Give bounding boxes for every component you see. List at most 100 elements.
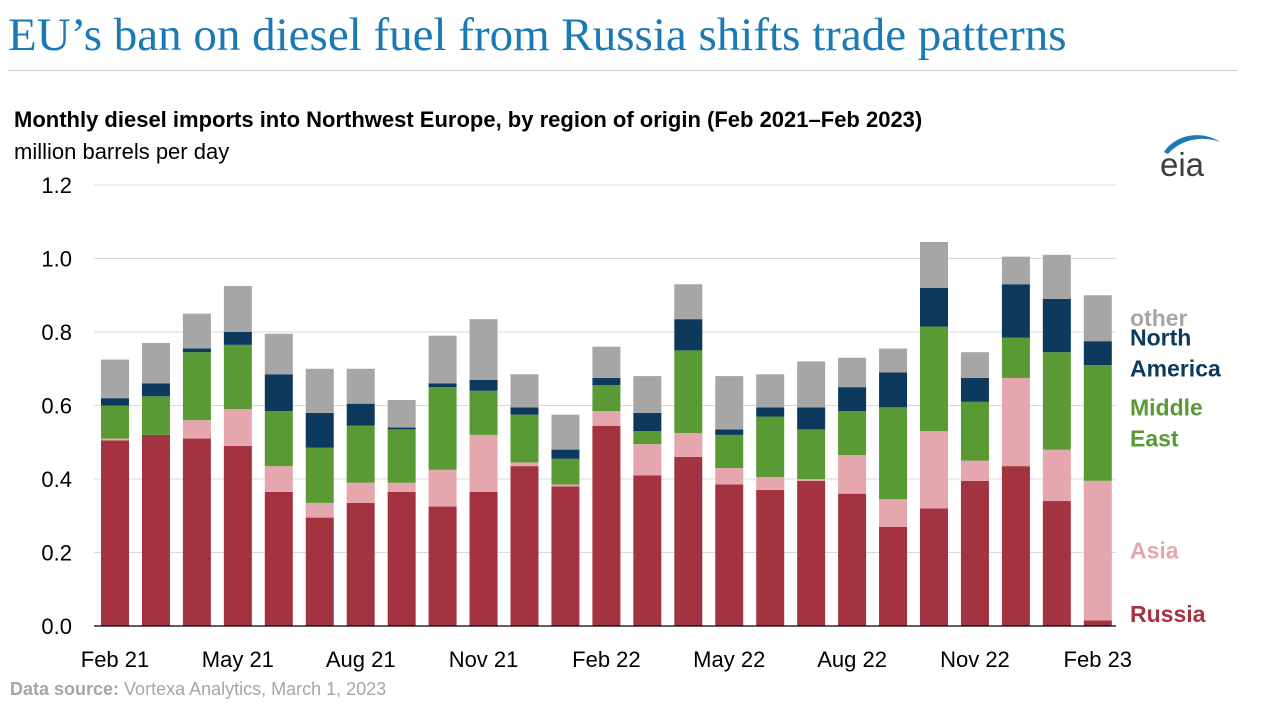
bar-segment: [756, 407, 785, 417]
legend-label: East: [1130, 425, 1179, 451]
bar-segment: [838, 455, 867, 494]
bar-segment: [1083, 620, 1112, 626]
bar-segment: [1001, 256, 1030, 285]
eia-logo-text: eia: [1160, 146, 1205, 183]
bar-segment: [305, 447, 334, 503]
bar-segment: [305, 412, 334, 448]
bar-segment: [674, 350, 703, 434]
legend-label: Asia: [1130, 538, 1179, 564]
bar-segment: [510, 407, 539, 415]
bar-segment: [551, 458, 580, 485]
bar-segment: [141, 396, 170, 435]
bar-segment: [1001, 284, 1030, 338]
bar-segment: [1083, 480, 1112, 621]
bar-segment: [1042, 254, 1071, 299]
x-tick-label: Aug 22: [817, 647, 887, 672]
bar-segment: [838, 411, 867, 456]
y-tick-label: 1.2: [41, 173, 72, 198]
bar-segment: [1083, 341, 1112, 366]
y-tick-label: 0.6: [41, 394, 72, 419]
bar-segment: [797, 479, 826, 481]
bar-segment: [715, 467, 744, 485]
bar-segment: [223, 409, 252, 446]
data-source-text: Vortexa Analytics, March 1, 2023: [119, 679, 387, 699]
eia-logo-swoosh-icon: [1164, 135, 1220, 154]
bar-segment: [264, 411, 293, 467]
bar-segment: [879, 348, 908, 373]
bar-segment: [674, 433, 703, 457]
y-tick-label: 1.0: [41, 247, 72, 272]
bar-segment: [223, 286, 252, 332]
bar-segment: [592, 377, 621, 386]
x-tick-label: Feb 21: [81, 647, 150, 672]
bar-segment: [264, 374, 293, 412]
bar-segment: [838, 357, 867, 388]
bar-segment: [920, 431, 948, 509]
bar-segment: [674, 319, 703, 351]
bar-segment: [879, 526, 908, 626]
x-tick-label: May 21: [202, 647, 274, 672]
bar-segment: [674, 456, 703, 626]
bar-segment: [960, 401, 989, 461]
bar-segment: [960, 480, 989, 626]
bar-segment: [1083, 295, 1112, 342]
bar-segment: [633, 444, 662, 476]
bar-segment: [1042, 449, 1071, 502]
bar-segment: [387, 482, 416, 492]
bar-segment: [633, 431, 662, 445]
bar-segment: [674, 284, 703, 320]
bar-segment: [182, 313, 211, 349]
bar-segment: [346, 368, 375, 404]
bar-segment: [101, 440, 129, 626]
bar-segment: [387, 427, 416, 430]
bar-segment: [428, 383, 457, 388]
bar-segment: [428, 387, 457, 470]
y-tick-label: 0.2: [41, 541, 72, 566]
bar-segment: [920, 241, 948, 288]
x-tick-label: Feb 22: [572, 647, 641, 672]
bar-segment: [592, 346, 621, 378]
bar-segment: [305, 517, 334, 626]
bar-segment: [387, 429, 416, 483]
bar-segment: [346, 425, 375, 483]
bar-segment: [1001, 466, 1030, 626]
bar-segment: [469, 390, 498, 435]
bar-segment: [510, 414, 539, 463]
legend-label: America: [1130, 356, 1221, 382]
bar-segment: [633, 376, 662, 413]
bar-segment: [592, 385, 621, 412]
bar-segment: [346, 403, 375, 426]
bar-segment: [592, 425, 621, 626]
bar-segment: [756, 416, 785, 478]
bar-segment: [346, 482, 375, 503]
y-tick-label: 0.8: [41, 320, 72, 345]
bar-segment: [387, 399, 416, 428]
bar-segment: [264, 491, 293, 626]
bar-segment: [101, 398, 129, 406]
bar-segment: [141, 434, 170, 626]
bar-segment: [1001, 377, 1030, 467]
bar-segment: [879, 499, 908, 527]
bar-segment: [101, 438, 129, 441]
bar-segment: [510, 462, 539, 467]
bar-segment: [633, 475, 662, 626]
legend-label: other: [1130, 305, 1188, 331]
bar-segment: [797, 480, 826, 626]
bar-segment: [346, 502, 375, 626]
bar-segment: [1042, 298, 1071, 353]
bar-segment: [551, 414, 580, 450]
bar-segment: [182, 348, 211, 353]
bar-segment: [879, 372, 908, 408]
y-axis-label: million barrels per day: [14, 139, 230, 164]
legend-label: Russia: [1130, 601, 1206, 627]
bar-segment: [633, 412, 662, 432]
bar-segment: [960, 352, 989, 378]
x-tick-label: Aug 21: [326, 647, 396, 672]
bar-segment: [838, 387, 867, 412]
bar-segment: [960, 460, 989, 481]
bar-segment: [182, 352, 211, 421]
bar-segment: [469, 491, 498, 626]
bar-segment: [715, 429, 744, 435]
bar-segment: [141, 383, 170, 397]
